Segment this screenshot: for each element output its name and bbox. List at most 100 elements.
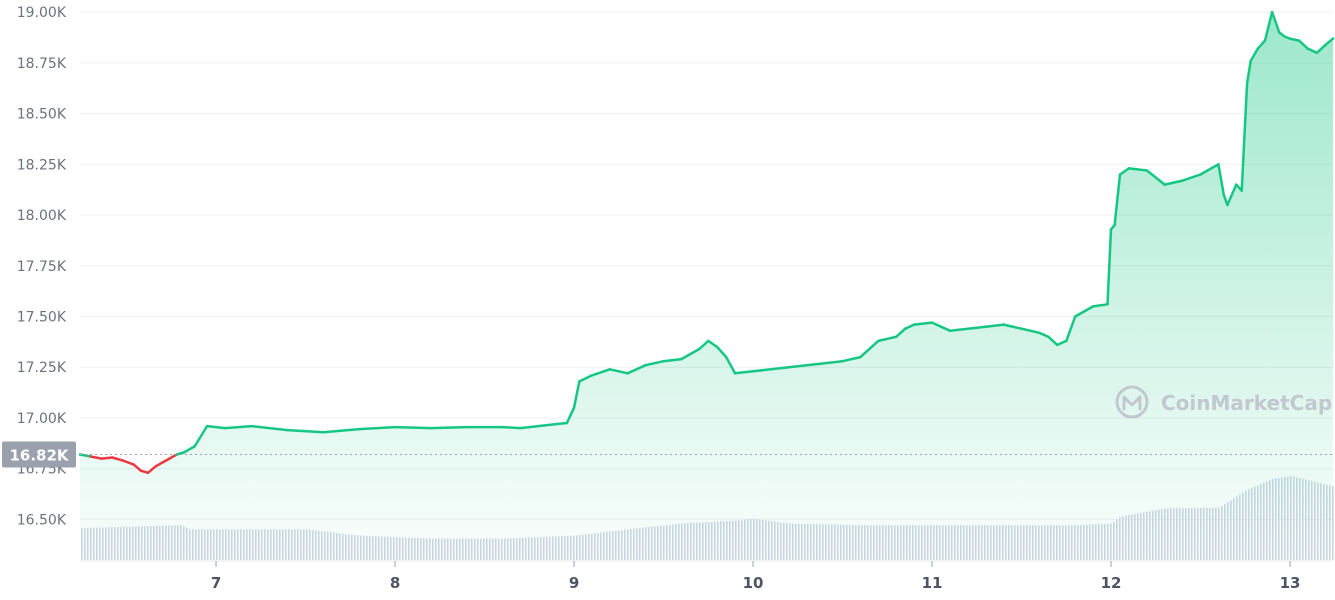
price-line-segment [536,422,558,428]
price-line-segment [724,355,737,375]
x-tick-label: 12 [1101,574,1122,592]
price-line-segment [89,455,103,460]
price-line-segment [565,406,576,425]
x-tick-label: 7 [211,574,221,592]
reference-price-label: 16.82K [9,446,69,464]
price-line-segment [286,428,325,434]
reference-price-badge [2,441,76,468]
price-line-segment [1315,43,1328,55]
price-line-segment [168,453,178,460]
price-line-segment [205,424,227,430]
price-line-segment [1240,81,1249,192]
x-tick-label: 10 [743,574,764,592]
price-line-segment [948,327,970,332]
price-line-segment [1306,47,1319,55]
coinmarketcap-logo-icon [1115,385,1149,419]
price-line-segment [578,374,594,383]
price-line-segment [930,321,952,332]
y-tick-label: 17.50K [17,310,67,326]
price-line-segment [912,321,934,326]
price-line-segment [715,345,728,359]
price-line-segment [132,463,143,472]
price-line-segment [698,339,710,351]
price-line-segment [1106,228,1113,306]
price-line-segment [1002,323,1023,330]
price-line-segment [769,365,791,371]
price-line-segment [1217,163,1226,197]
price-line-segment [1127,167,1149,172]
price-line-segment [590,368,612,377]
price-line-segment [1297,39,1310,50]
x-axis: 7 8 9 10 11 12 13 [211,561,1301,592]
price-area [80,12,1333,560]
y-tick-label: 17.75K [17,259,67,275]
price-line-segment [554,421,569,426]
price-line-segment [1199,163,1220,176]
price-line-segment [680,347,701,361]
coinmarketcap-watermark: CoinMarketCap [1115,385,1332,419]
price-line-segment [626,363,647,375]
y-tick-label: 18.25K [17,157,67,173]
price-line-segment [1073,305,1095,318]
price-line-segment [966,325,987,330]
watermark-label: CoinMarketCap [1161,391,1332,415]
price-line-segment [751,368,773,373]
price-line-segment [903,323,916,330]
price-line-segment [805,361,826,367]
price-line-segment [707,339,719,349]
price-line-segment [1226,183,1238,207]
price-line-segment [161,457,171,464]
price-line-segment [100,456,114,460]
price-line-segment [357,425,397,431]
price-line-segment [1145,169,1166,186]
price-line-segment [984,323,1005,328]
price-line-segment [1065,315,1077,343]
y-tick-label: 18.50K [17,107,67,123]
x-tick-label: 13 [1280,574,1301,592]
price-area-fill [80,12,1333,560]
price-line-segment [1181,173,1202,182]
price-line-segment [1163,179,1184,186]
reference-price: 16.82K [2,441,1333,468]
y-tick-label: 19.00K [17,5,67,21]
price-line-segment [1038,331,1050,339]
x-tick-label: 9 [569,574,579,592]
price-line-segment [1118,167,1131,176]
price-line-segment [1324,37,1335,46]
price-line-segment [182,445,196,454]
price-line-segment [1263,10,1274,42]
price-line-segment [250,424,289,432]
price-line-segment [121,459,135,466]
y-axis: 16.50K16.75K17.00K17.25K17.50K17.75K18.0… [17,5,67,528]
price-line-segment [644,359,665,367]
price-line-segment [877,335,898,343]
price-line-segment [1020,327,1041,335]
price-line-segment [608,368,629,375]
price-line-segment [322,427,361,434]
price-line-segment [572,380,581,410]
price-line-segment [1113,173,1122,227]
price-line-segment [519,424,540,430]
price-line-segment [193,424,209,448]
y-tick-label: 18.00K [17,208,67,224]
y-tick-label: 17.00K [17,411,67,427]
price-line-segment [1245,59,1252,85]
price-line-segment [733,370,755,375]
price-line-segment [823,359,844,365]
price-line-segment [1056,339,1068,347]
y-tick-label: 18.75K [17,56,67,72]
price-line-segment [1270,10,1281,34]
price-line-segment [1091,303,1109,308]
x-tick-label: 11 [922,574,943,592]
price-line-segment [110,456,125,462]
price-line-segment [393,425,433,430]
y-tick-label: 16.50K [17,512,67,528]
price-line-segment [1288,37,1301,42]
price-line [78,10,1335,475]
price-line-segment [429,425,468,430]
price-line-segment [146,465,157,475]
y-tick-label: 17.25K [17,360,67,376]
x-tick-label: 8 [390,574,400,592]
